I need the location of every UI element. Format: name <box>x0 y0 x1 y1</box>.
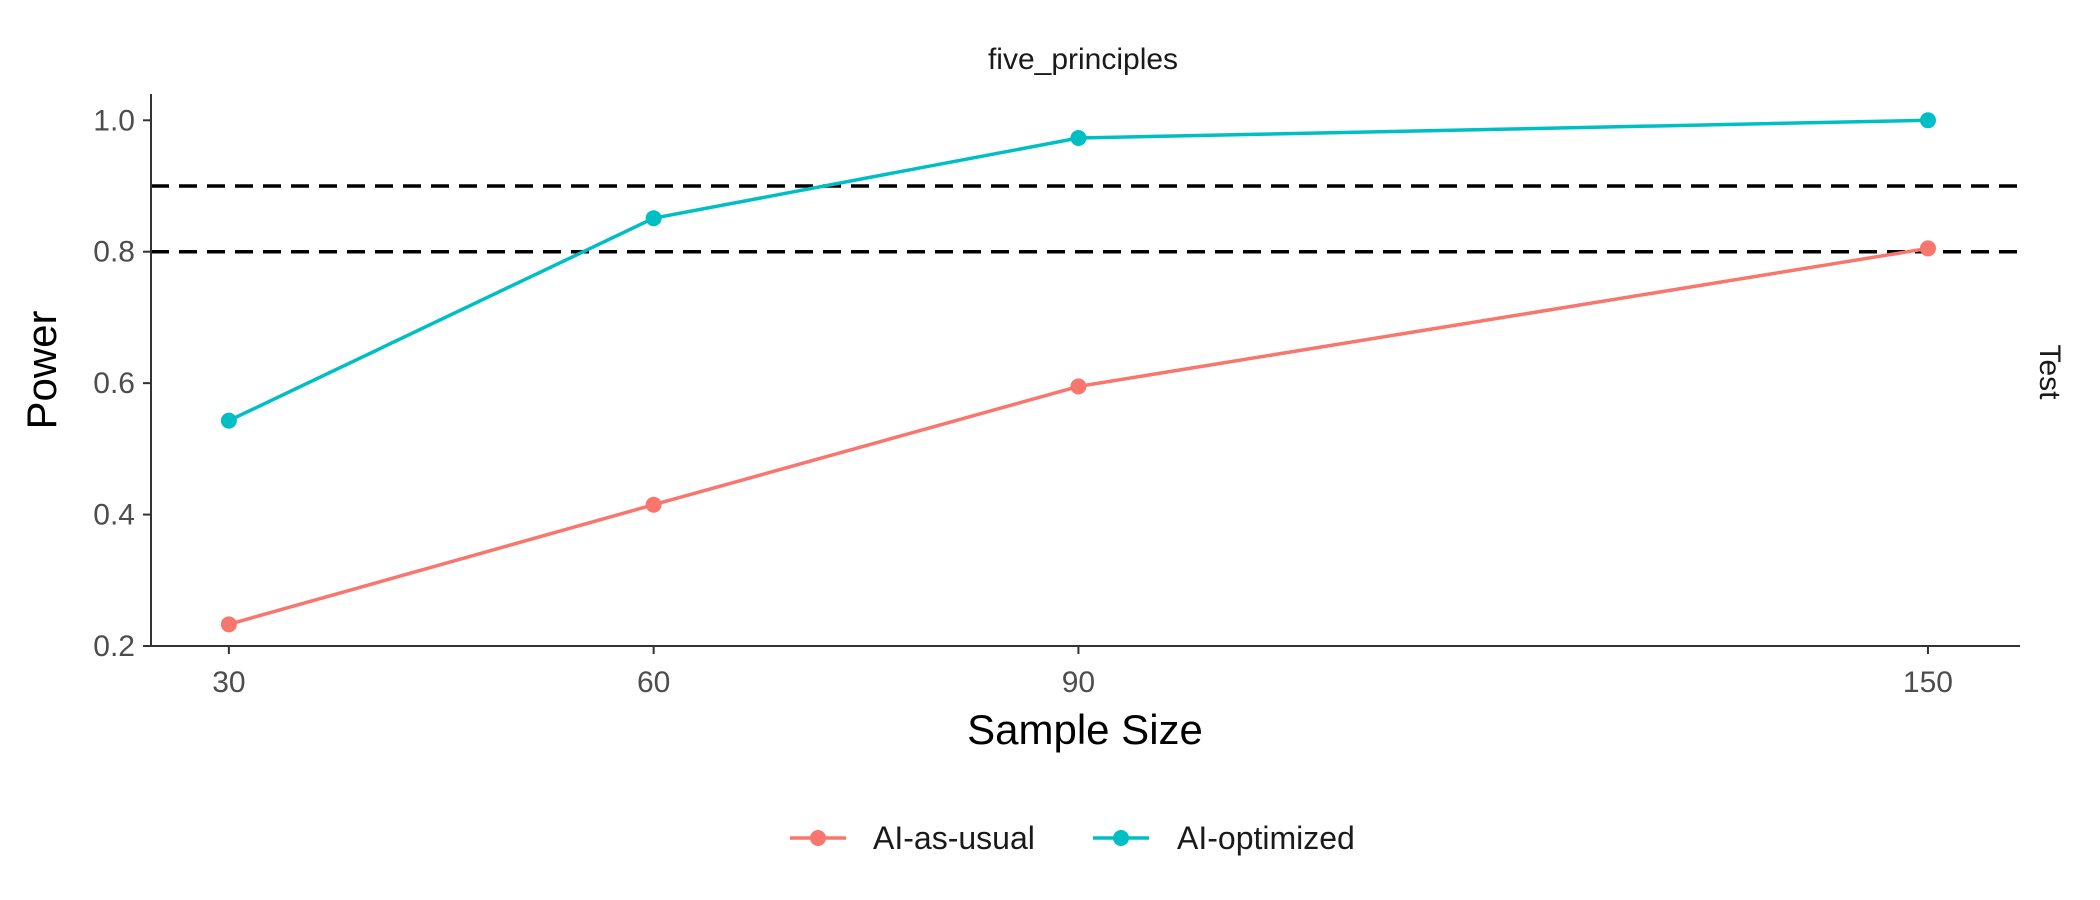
series-line-AI-as-usual <box>228 246 1929 626</box>
legend-key-point <box>810 830 826 846</box>
data-point <box>220 412 237 429</box>
y-tick-label: 0.8 <box>93 236 135 269</box>
series-line-AI-optimized <box>228 118 1929 423</box>
data-point <box>1070 130 1087 147</box>
data-point <box>1070 378 1087 395</box>
series-points <box>220 112 1936 633</box>
x-tick-label: 60 <box>637 666 670 699</box>
legend-label: AI-as-usual <box>873 820 1035 856</box>
x-tick-label: 90 <box>1062 666 1095 699</box>
y-axis-title: Power <box>18 310 65 429</box>
data-point <box>645 496 662 513</box>
data-point <box>1919 112 1936 129</box>
x-axis-title: Sample Size <box>967 706 1203 753</box>
y-axis-ticks: 0.2 0.4 0.6 0.8 1.0 <box>93 104 151 663</box>
x-tick-label: 30 <box>212 666 245 699</box>
y-tick-label: 0.4 <box>93 499 135 532</box>
y-tick-label: 0.2 <box>93 630 135 663</box>
data-point <box>1919 240 1936 257</box>
y-tick-label: 1.0 <box>93 104 135 137</box>
y-tick-label: 0.6 <box>93 367 135 400</box>
legend-label: AI-optimized <box>1177 820 1355 856</box>
facet-strip-top-label: five_principles <box>988 43 1178 76</box>
data-point <box>645 210 662 227</box>
series-lines <box>228 118 1929 626</box>
legend-item: AI-optimized <box>1093 820 1355 856</box>
x-tick-label: 150 <box>1903 666 1953 699</box>
legend: AI-as-usual AI-optimized <box>790 820 1355 856</box>
legend-key-point <box>1113 830 1129 846</box>
x-axis-ticks: 30 60 90 150 <box>212 646 1953 699</box>
reference-lines <box>151 184 2020 254</box>
data-point <box>220 616 237 633</box>
facet-strip-right-label: Test <box>2033 344 2066 400</box>
legend-item: AI-as-usual <box>790 820 1035 856</box>
